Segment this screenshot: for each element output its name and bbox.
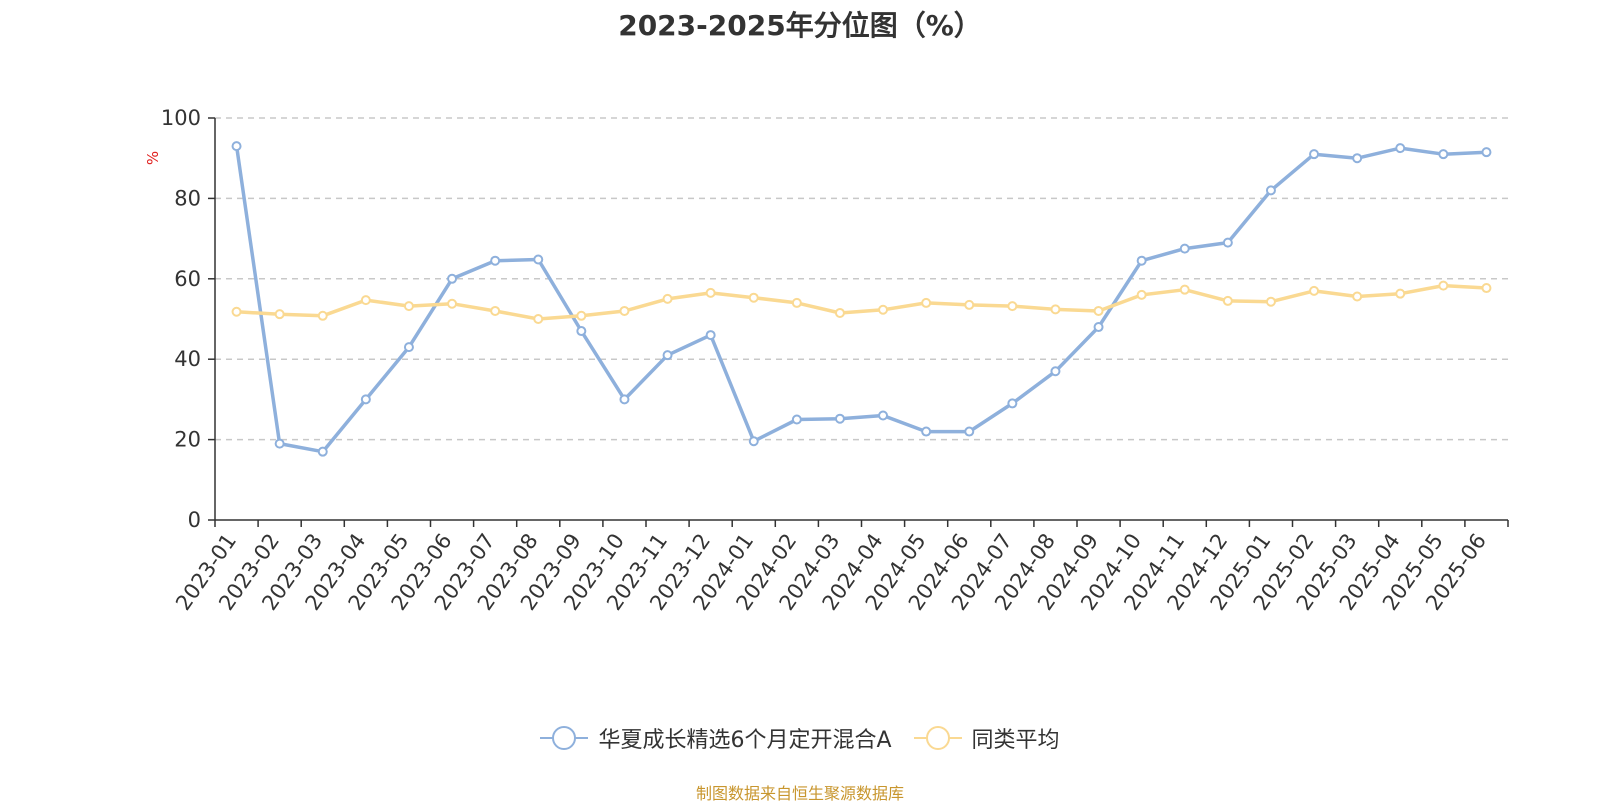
series-1-point (533, 254, 544, 265)
series-2-point (576, 310, 587, 321)
chart-title: 2023-2025年分位图（%） (618, 9, 982, 42)
series-2-point (490, 305, 501, 316)
series-1-point (1007, 398, 1018, 409)
series-2-point (231, 306, 242, 317)
series-2-point (274, 309, 285, 320)
series-2-point (834, 307, 845, 318)
series-2-point (403, 301, 414, 312)
series-1-point (662, 350, 673, 361)
y-axis-unit-label: % (144, 151, 162, 165)
series-1-point (748, 436, 759, 447)
legend: 华夏成长精选6个月定开混合A 同类平均 (0, 722, 1600, 754)
series-2-point (964, 299, 975, 310)
series-1-point (576, 326, 587, 337)
legend-item-series-2[interactable]: 同类平均 (913, 722, 1060, 754)
series-2-point (360, 295, 371, 306)
series-1-point (878, 410, 889, 421)
axes (208, 117, 1509, 527)
series-1-point (490, 255, 501, 266)
series-2-point (1093, 305, 1104, 316)
series-1-point (1136, 255, 1147, 266)
series-1-point (231, 141, 242, 152)
legend-item-series-1[interactable]: 华夏成长精选6个月定开混合A (540, 722, 892, 754)
series-2-point (533, 314, 544, 324)
tick-labels: 0204060801002023-012023-022023-032023-04… (161, 106, 1491, 615)
series-1-point (274, 438, 285, 449)
grid-lines (215, 117, 1508, 441)
series-2-point (1050, 304, 1061, 315)
series-1-point (1265, 185, 1276, 196)
series-2-point (705, 287, 716, 298)
series-2-point (662, 293, 673, 304)
series-2-point (1481, 283, 1492, 294)
legend-series-2-marker (913, 725, 962, 751)
series-1-point (360, 394, 371, 405)
series-2-point (1222, 295, 1233, 306)
series-1-point (1093, 322, 1104, 333)
series-2-point (1438, 280, 1449, 291)
series-1-point (791, 414, 802, 425)
series-1-point (1481, 147, 1492, 158)
series-1-point (1050, 366, 1061, 377)
series-2-point (921, 297, 932, 308)
series-1-point (1309, 149, 1320, 160)
series-1-point (921, 426, 932, 437)
series-2-point (791, 297, 802, 308)
y-tick-label: 20 (174, 428, 201, 452)
series-2-point (619, 305, 630, 316)
y-tick-label: 0 (188, 508, 201, 532)
series-1-point (705, 330, 716, 341)
series-2-point (1007, 301, 1018, 312)
series-1-point (1438, 149, 1449, 160)
source-note: 制图数据来自恒生聚源数据库 (695, 784, 904, 803)
series-1-point (447, 273, 458, 284)
series-1-point (317, 446, 328, 457)
series-1-point (964, 426, 975, 437)
y-tick-label: 60 (174, 267, 201, 291)
series-2-point (1352, 291, 1363, 302)
series-2-point (1136, 289, 1147, 300)
legend-series-2-label: 同类平均 (971, 728, 1060, 753)
series-2-point (878, 304, 889, 315)
y-tick-label: 80 (174, 186, 201, 210)
series-1-point (619, 394, 630, 405)
series-lines (231, 141, 1492, 457)
legend-series-1-label: 华夏成长精选6个月定开混合A (598, 728, 892, 753)
series-1-point (834, 413, 845, 424)
series-2-point (748, 292, 759, 303)
series-1-point (1179, 243, 1190, 254)
series-1-point (403, 342, 414, 353)
series-1-point (1222, 237, 1233, 248)
y-tick-label: 100 (161, 106, 201, 130)
series-1-point (1352, 153, 1363, 164)
series-line-1 (234, 145, 1487, 454)
legend-series-1-marker (540, 725, 589, 751)
series-line-2 (236, 283, 1487, 321)
series-1-point (1395, 143, 1406, 154)
series-2-point (1309, 285, 1320, 296)
series-2-point (317, 310, 328, 321)
series-2-point (447, 298, 458, 309)
y-tick-label: 40 (174, 347, 201, 371)
series-2-point (1179, 284, 1190, 295)
series-2-point (1395, 288, 1406, 299)
series-2-point (1265, 296, 1276, 307)
